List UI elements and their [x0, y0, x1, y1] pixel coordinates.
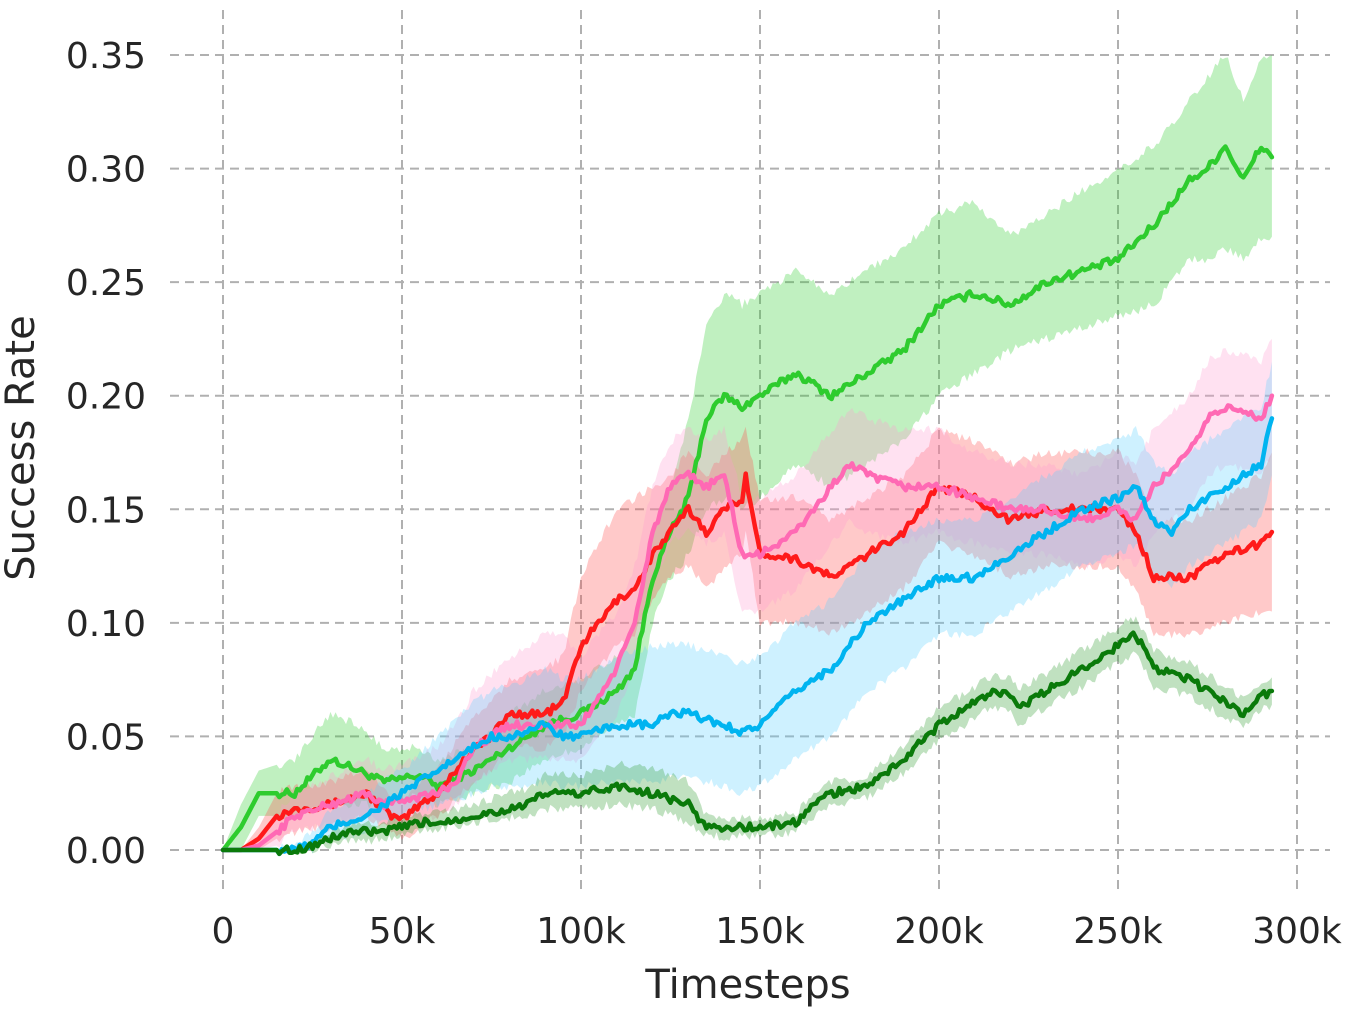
y-tick-label: 0.05: [66, 717, 146, 758]
series-band: [223, 616, 1272, 855]
x-tick-label: 0: [212, 911, 235, 952]
y-tick-label: 0.15: [66, 490, 146, 531]
x-tick-label: 100k: [536, 911, 626, 952]
x-tick-label: 300k: [1252, 911, 1342, 952]
y-tick-label: 0.20: [66, 377, 146, 418]
series-line: [220, 144, 1275, 853]
series-line: [220, 416, 1275, 857]
y-tick-label: 0.00: [66, 831, 146, 872]
tick-labels: 0 50k 100k 150k 200k 250k 300k 0.00 0.05 0.10 0.15…: [66, 36, 1342, 952]
y-tick-label: 0.35: [66, 36, 146, 77]
y-tick-label: 0.10: [66, 604, 146, 645]
y-tick-label: 0.30: [66, 150, 146, 191]
grid: [170, 10, 1330, 890]
x-tick-label: 50k: [369, 911, 436, 952]
x-tick-label: 200k: [894, 911, 984, 952]
series-band: [223, 55, 1272, 850]
confidence-bands: [223, 55, 1272, 855]
y-axis-label: Success Rate: [0, 315, 44, 580]
series-line: [220, 630, 1275, 857]
series-band: [223, 338, 1272, 850]
series-lines: [220, 144, 1275, 857]
y-tick-label: 0.25: [66, 263, 146, 304]
x-tick-label: 150k: [715, 911, 805, 952]
x-tick-label: 250k: [1073, 911, 1163, 952]
series-band: [223, 361, 1272, 855]
x-axis-label: Timesteps: [644, 962, 850, 1008]
